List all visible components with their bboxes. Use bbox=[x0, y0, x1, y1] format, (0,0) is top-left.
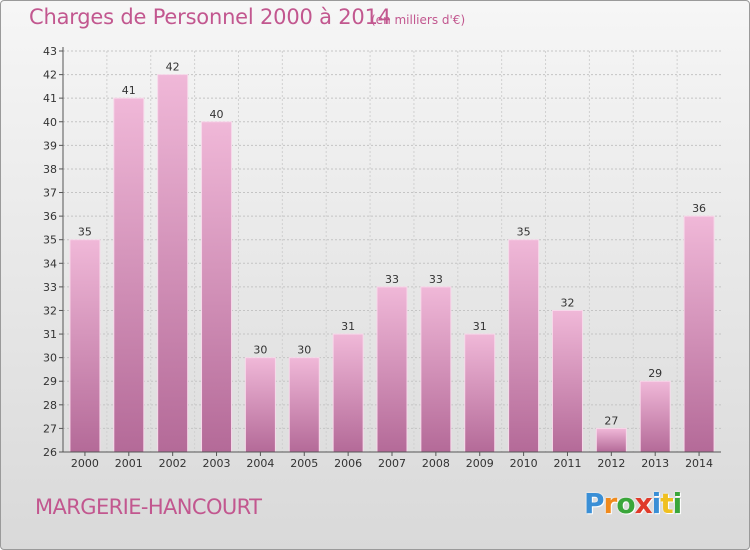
data-label-2004: 30 bbox=[253, 344, 267, 357]
data-label-2014: 36 bbox=[692, 202, 706, 215]
x-tick-label-2005: 2005 bbox=[290, 457, 318, 470]
chart-unit-note: (en milliers d'€) bbox=[371, 13, 466, 27]
data-label-2000: 35 bbox=[78, 226, 92, 239]
bar-2010 bbox=[508, 239, 540, 453]
bar-2013 bbox=[639, 380, 671, 453]
y-tick-label: 35 bbox=[43, 234, 57, 247]
x-tick-label-2002: 2002 bbox=[159, 457, 187, 470]
x-tick-label-2010: 2010 bbox=[510, 457, 538, 470]
logo-letter: x bbox=[634, 487, 653, 520]
x-tick-label-2006: 2006 bbox=[334, 457, 362, 470]
x-tick-label-2001: 2001 bbox=[115, 457, 143, 470]
y-tick-label: 38 bbox=[43, 163, 57, 176]
data-label-2011: 32 bbox=[560, 296, 574, 309]
x-tick-label-2011: 2011 bbox=[553, 457, 581, 470]
bar-2014 bbox=[683, 215, 715, 453]
bar-2008 bbox=[420, 286, 452, 453]
data-label-2005: 30 bbox=[297, 344, 311, 357]
bar-2007 bbox=[376, 286, 408, 453]
bar-2001 bbox=[113, 97, 145, 453]
y-tick-label: 42 bbox=[43, 69, 57, 82]
y-tick-label: 37 bbox=[43, 187, 57, 200]
data-label-2007: 33 bbox=[385, 273, 399, 286]
logo-letter: i bbox=[651, 487, 662, 520]
bar-2012 bbox=[595, 427, 627, 453]
y-tick-label: 31 bbox=[43, 328, 57, 341]
y-tick-label: 33 bbox=[43, 281, 57, 294]
chart-title: Charges de Personnel 2000 à 2014 bbox=[29, 5, 391, 29]
bar-2005 bbox=[288, 357, 320, 453]
logo-letter: r bbox=[603, 487, 618, 520]
bars bbox=[69, 74, 715, 453]
logo-letter: i bbox=[672, 487, 683, 520]
data-label-2002: 42 bbox=[166, 61, 180, 74]
x-tick-label-2007: 2007 bbox=[378, 457, 406, 470]
bar-2004 bbox=[244, 357, 276, 453]
y-tick-label: 36 bbox=[43, 210, 57, 223]
y-tick-label: 30 bbox=[43, 352, 57, 365]
data-label-2013: 29 bbox=[648, 367, 662, 380]
x-tick-label-2013: 2013 bbox=[641, 457, 669, 470]
bar-2006 bbox=[332, 333, 364, 453]
y-tick-label: 29 bbox=[43, 375, 57, 388]
logo-letter: P bbox=[584, 487, 605, 520]
x-tick-label-2000: 2000 bbox=[71, 457, 99, 470]
x-tick-label-2012: 2012 bbox=[597, 457, 625, 470]
data-label-2012: 27 bbox=[604, 414, 618, 427]
bar-2000 bbox=[69, 239, 101, 453]
commune-name: MARGERIE-HANCOURT bbox=[35, 495, 262, 519]
x-tick-label-2004: 2004 bbox=[246, 457, 274, 470]
x-tick-label-2003: 2003 bbox=[203, 457, 231, 470]
data-label-2003: 40 bbox=[210, 108, 224, 121]
y-tick-label: 32 bbox=[43, 304, 57, 317]
logo-letter: o bbox=[616, 487, 635, 520]
data-label-2010: 35 bbox=[517, 226, 531, 239]
bar-2011 bbox=[551, 309, 583, 453]
y-tick-label: 34 bbox=[43, 257, 57, 270]
x-tick-label-2008: 2008 bbox=[422, 457, 450, 470]
bar-2003 bbox=[201, 121, 233, 453]
bar-2002 bbox=[157, 74, 189, 453]
y-tick-label: 40 bbox=[43, 116, 57, 129]
data-label-2009: 31 bbox=[473, 320, 487, 333]
y-tick-label: 26 bbox=[43, 446, 57, 459]
logo-letter: t bbox=[660, 487, 673, 520]
y-tick-label: 41 bbox=[43, 92, 57, 105]
data-label-2008: 33 bbox=[429, 273, 443, 286]
proxiti-logo[interactable]: Proxiti bbox=[584, 487, 683, 520]
bar-2009 bbox=[464, 333, 496, 453]
y-tick-label: 27 bbox=[43, 422, 57, 435]
y-tick-label: 39 bbox=[43, 139, 57, 152]
data-label-2006: 31 bbox=[341, 320, 355, 333]
y-tick-label: 28 bbox=[43, 399, 57, 412]
tick-labels: 26 27 28 29 30 31 32 33 34 35 36 37 38 39 40 41 42 43 35 20… bbox=[43, 45, 713, 470]
x-tick-label-2009: 2009 bbox=[466, 457, 494, 470]
y-tick-label: 43 bbox=[43, 45, 57, 58]
x-tick-label-2014: 2014 bbox=[685, 457, 713, 470]
axes bbox=[59, 47, 721, 456]
data-label-2001: 41 bbox=[122, 84, 136, 97]
